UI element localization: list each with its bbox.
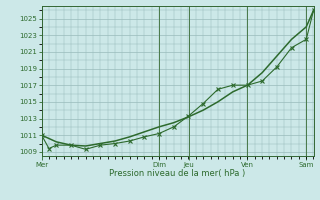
X-axis label: Pression niveau de la mer( hPa ): Pression niveau de la mer( hPa ) — [109, 169, 246, 178]
